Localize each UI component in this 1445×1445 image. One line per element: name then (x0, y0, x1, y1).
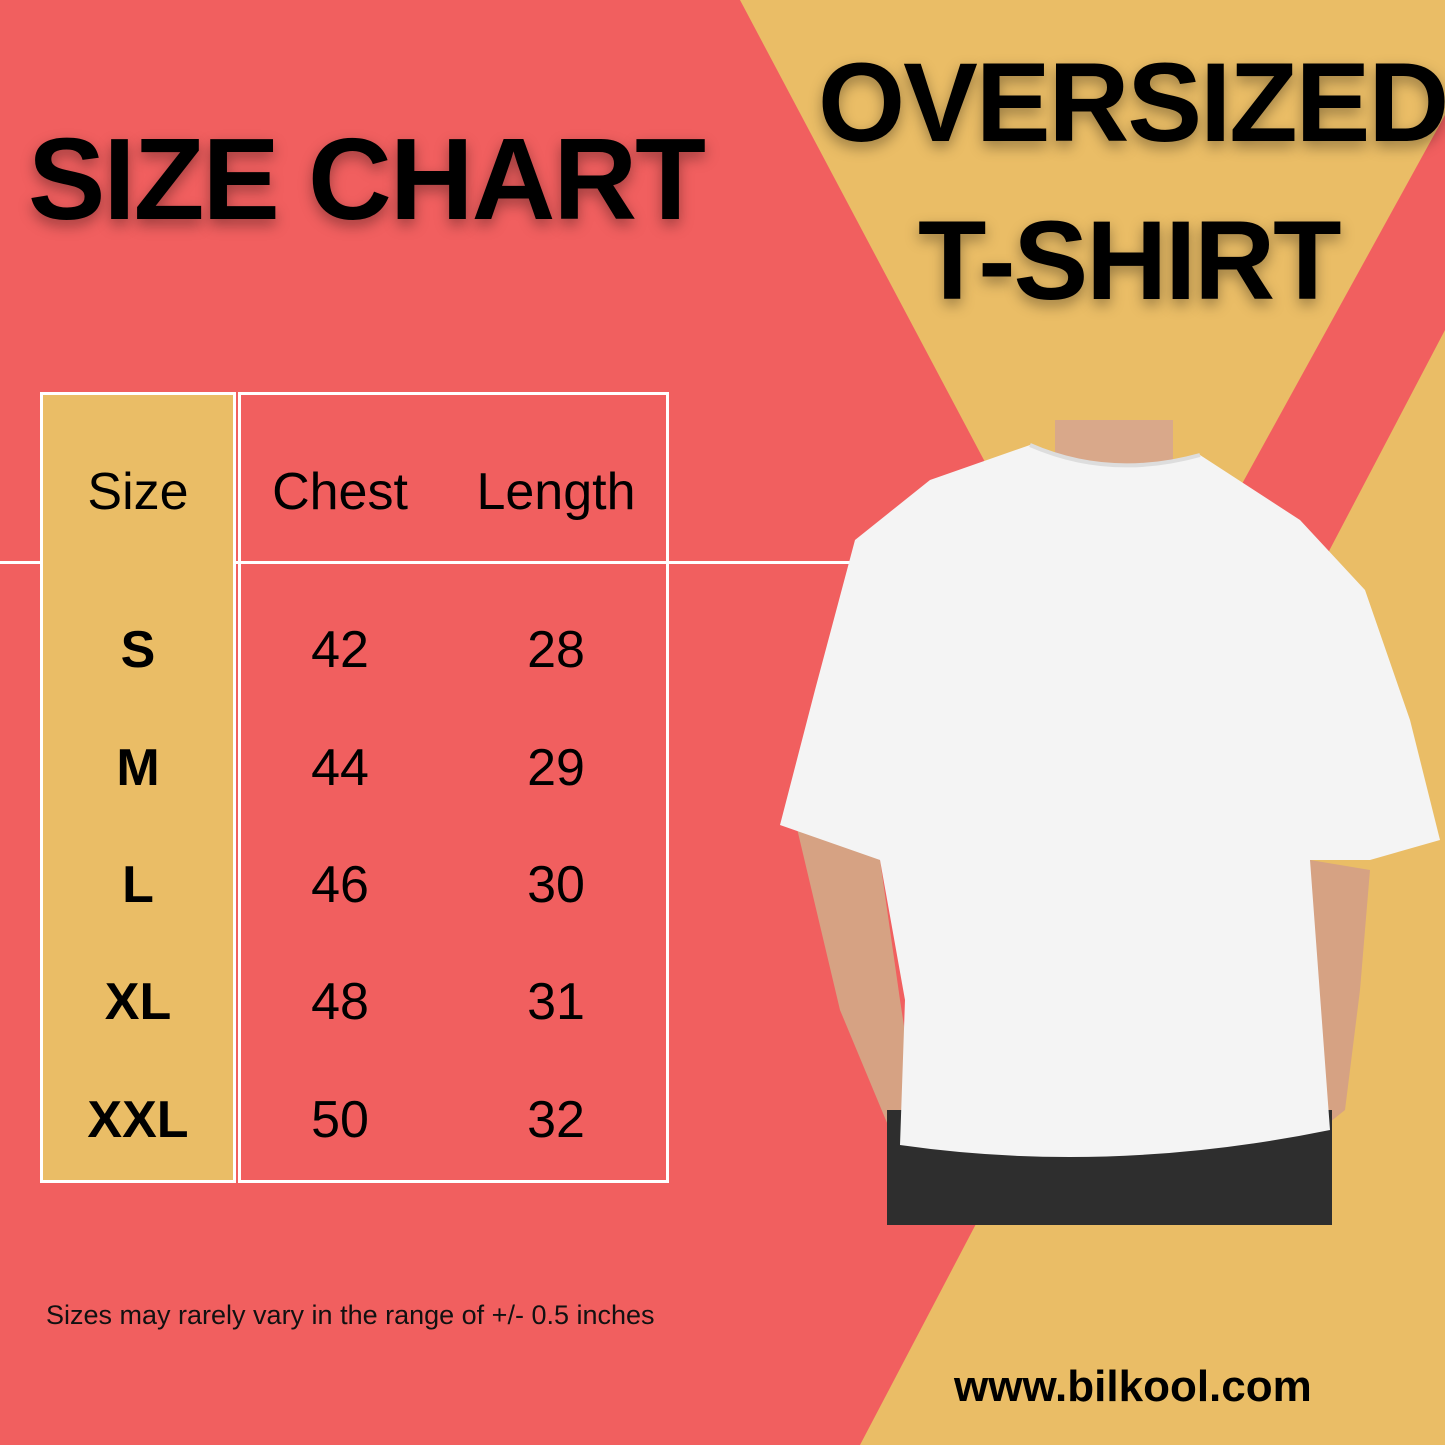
measurements-column (238, 392, 669, 1183)
chest-cell: 50 (311, 1091, 369, 1149)
size-cell: XL (104, 973, 172, 1031)
product-title-line1: OVERSIZED (818, 40, 1445, 165)
size-variance-note: Sizes may rarely vary in the range of +/… (46, 1300, 655, 1330)
length-cell: 29 (527, 739, 585, 797)
chest-cell: 48 (311, 973, 369, 1031)
size-cell: L (122, 856, 154, 914)
chest-cell: 42 (311, 621, 369, 679)
size-cell: S (120, 621, 156, 679)
size-cell: XXL (87, 1091, 189, 1149)
length-cell: 30 (527, 856, 585, 914)
length-cell: 28 (527, 621, 585, 679)
chest-cell: 46 (311, 856, 369, 914)
divider-line (0, 561, 855, 564)
header-length: Length (476, 463, 636, 521)
product-title-line2: T-SHIRT (918, 198, 1342, 323)
chest-cell: 44 (311, 739, 369, 797)
size-column (40, 392, 236, 1183)
page-title: SIZE CHART (28, 114, 706, 244)
length-cell: 32 (527, 1091, 585, 1149)
website-link[interactable]: www.bilkool.com (954, 1362, 1312, 1411)
size-cell: M (116, 739, 160, 797)
header-chest: Chest (272, 463, 408, 521)
length-cell: 31 (527, 973, 585, 1031)
header-size: Size (87, 463, 189, 521)
